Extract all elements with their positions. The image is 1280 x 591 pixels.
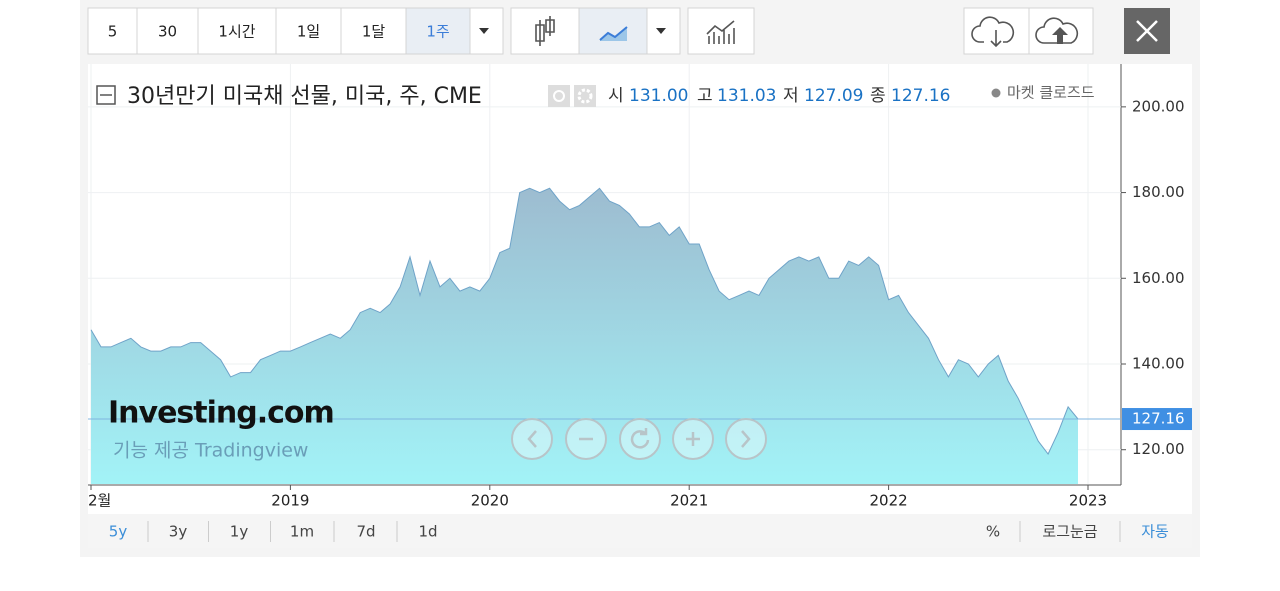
- interval-button[interactable]: [275, 7, 342, 55]
- watermark: Investing.com: [108, 396, 334, 431]
- nav-reset-icon: [630, 428, 650, 449]
- line-icon-fill: [600, 27, 627, 41]
- interval-label: 30: [158, 23, 177, 41]
- nav-right[interactable]: [725, 418, 767, 460]
- candle-icon: [535, 16, 555, 46]
- interval-label: 1주: [426, 23, 449, 41]
- nav-left[interactable]: [511, 418, 553, 460]
- ohlc-label: 시: [608, 86, 624, 106]
- dropdown-arrow: [479, 28, 489, 34]
- nav-right-icon: [741, 430, 751, 448]
- y-tick-label: 160.00: [1132, 269, 1185, 287]
- line-icon: [599, 26, 628, 41]
- indicator-icon: [706, 20, 735, 44]
- range-bar: [88, 514, 1192, 548]
- line: [90, 187, 1079, 455]
- ohlc-label: 고: [697, 86, 713, 106]
- ohlc-label: 종: [870, 86, 886, 106]
- range-button[interactable]: 5y: [109, 523, 128, 541]
- nav-zoom-in-icon: [686, 432, 700, 446]
- ohlc: 시 131.00 고 131.03 저 127.09 종 127.16: [608, 86, 950, 106]
- ohlc-value: 131.03: [717, 86, 776, 106]
- interval-label: 1일: [297, 23, 320, 41]
- range-button[interactable]: 1m: [290, 523, 314, 541]
- price-label: 127.16: [1132, 410, 1185, 428]
- chart-type-buttons: [510, 7, 1170, 55]
- status-dot: [991, 88, 1001, 98]
- plot: 120.00 140.00 160.00 180.00 200.00 2월 2019 2020…: [88, 64, 1192, 510]
- download-icon: [971, 16, 1015, 48]
- candle-button[interactable]: [510, 7, 580, 55]
- gear-icon[interactable]: [574, 85, 596, 107]
- line-button[interactable]: [578, 7, 648, 55]
- x-tick-label: 2021: [670, 492, 708, 510]
- range-button[interactable]: 1d: [418, 523, 437, 541]
- range-controls: 5y 3y 1y 1m 7d 1d% 로그눈금 자동: [109, 521, 1169, 542]
- upload-cloud: [1035, 17, 1079, 44]
- eye-mark: [553, 90, 565, 102]
- interval-label: 5: [108, 23, 118, 41]
- x-tick-label: 2020: [471, 492, 509, 510]
- price-box: [1122, 408, 1192, 431]
- nav-left-icon: [527, 430, 537, 448]
- ohlc-value: 131.00: [629, 86, 688, 106]
- x-tick-label: 2019: [271, 492, 309, 510]
- upload-arrow: [1052, 27, 1068, 44]
- close-icon: [1136, 20, 1158, 42]
- toolbar: 5 30 1시간 1일 1달 1주: [87, 7, 504, 55]
- y-tick-label: 140.00: [1132, 355, 1185, 373]
- chart-title: 30년만기 미국채 선물, 미국, 주, CME: [127, 84, 482, 109]
- x-tick-label: 2023: [1069, 492, 1107, 510]
- scale-option[interactable]: 로그눈금: [1042, 523, 1097, 541]
- credit: 기능 제공 Tradingview: [113, 440, 308, 462]
- range-button[interactable]: 7d: [356, 523, 375, 541]
- scale-option[interactable]: %: [986, 523, 1000, 541]
- interval-button[interactable]: [405, 7, 471, 55]
- x-tick-label: 2월: [88, 492, 111, 510]
- scale-option[interactable]: 자동: [1141, 523, 1169, 541]
- interval-label: 1달: [362, 23, 386, 41]
- nav-reset[interactable]: [619, 418, 661, 460]
- collapse-icon[interactable]: [96, 85, 116, 105]
- x-tick-label: 2022: [870, 492, 908, 510]
- y-tick-label: 200.00: [1132, 97, 1185, 115]
- nav-buttons: [511, 418, 767, 460]
- y-tick-label: 180.00: [1132, 183, 1185, 201]
- gear-mark: [577, 88, 593, 104]
- ohlc-value: 127.09: [804, 86, 863, 106]
- range-button[interactable]: 3y: [169, 523, 188, 541]
- ohlc-label: 저: [783, 86, 799, 106]
- dropdown-arrow: [656, 28, 666, 34]
- interval-label: 1시간: [218, 23, 255, 41]
- interval-button[interactable]: [340, 7, 407, 55]
- range-button[interactable]: 1y: [230, 523, 249, 541]
- interval-button[interactable]: [87, 7, 138, 55]
- eye-icon[interactable]: [548, 85, 570, 107]
- ohlc-value: 127.16: [891, 86, 950, 106]
- y-tick-label: 120.00: [1132, 440, 1185, 458]
- market-status: 마켓 클로즈드: [1007, 84, 1095, 102]
- area-fill: [91, 188, 1078, 485]
